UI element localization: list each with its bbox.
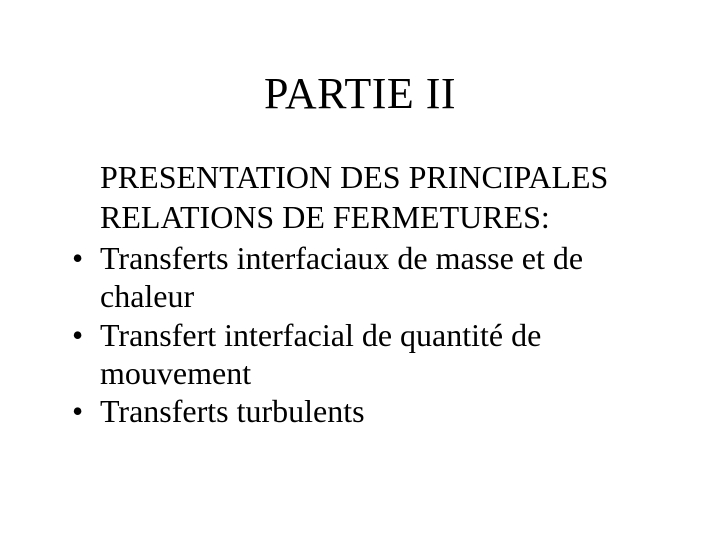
slide-body: PRESENTATION DES PRINCIPALES RELATIONS D… [64,158,656,431]
bullet-item: Transferts interfaciaux de masse et de c… [64,239,656,316]
slide: PARTIE II PRESENTATION DES PRINCIPALES R… [0,0,720,540]
bullet-item: Transfert interfacial de quantité de mou… [64,316,656,393]
body-heading-line-2: RELATIONS DE FERMETURES: [64,198,656,236]
body-heading-line-1: PRESENTATION DES PRINCIPALES [64,158,656,196]
bullet-list: Transferts interfaciaux de masse et de c… [64,239,656,431]
bullet-item: Transferts turbulents [64,392,656,430]
slide-title: PARTIE II [0,68,720,119]
